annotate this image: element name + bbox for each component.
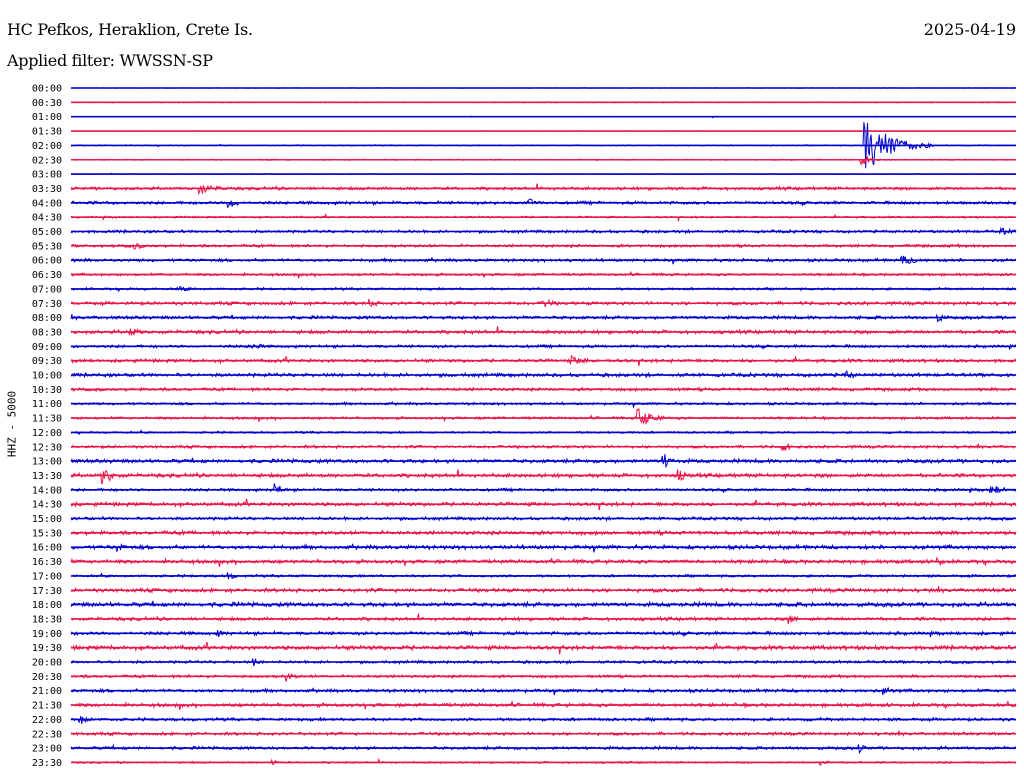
time-tick-label: 16:30 xyxy=(32,557,62,568)
time-tick-label: 00:00 xyxy=(32,84,62,95)
time-tick-label: 04:00 xyxy=(32,198,62,209)
time-tick-label: 15:00 xyxy=(32,514,62,525)
time-tick-label: 04:30 xyxy=(32,213,62,224)
time-tick-label: 02:30 xyxy=(32,155,62,166)
time-tick-label: 18:00 xyxy=(32,600,62,611)
time-tick-label: 21:00 xyxy=(32,686,62,697)
time-tick-label: 20:00 xyxy=(32,658,62,669)
time-tick-label: 03:00 xyxy=(32,170,62,181)
trace-line xyxy=(71,242,1017,250)
time-tick-label: 19:30 xyxy=(32,643,62,654)
time-tick-label: 10:00 xyxy=(32,371,62,382)
time-tick-label: 01:00 xyxy=(32,112,62,123)
time-tick-label: 14:00 xyxy=(32,485,62,496)
time-tick-label: 23:00 xyxy=(32,744,62,755)
time-tick-label: 08:30 xyxy=(32,327,62,338)
time-tick-label: 13:30 xyxy=(32,471,62,482)
time-tick-label: 22:00 xyxy=(32,715,62,726)
time-tick-label: 20:30 xyxy=(32,672,62,683)
time-tick-label: 02:00 xyxy=(32,141,62,152)
time-tick-label: 06:30 xyxy=(32,270,62,281)
time-tick-label: 12:00 xyxy=(32,428,62,439)
time-tick-label: 05:30 xyxy=(32,241,62,252)
time-tick-label: 10:30 xyxy=(32,385,62,396)
time-tick-label: 21:30 xyxy=(32,701,62,712)
time-tick-label: 11:00 xyxy=(32,399,62,410)
trace-line xyxy=(71,298,1017,308)
trace-line xyxy=(70,326,1017,337)
time-tick-label: 00:30 xyxy=(32,98,62,109)
time-tick-label: 13:00 xyxy=(32,457,62,468)
trace-line xyxy=(70,407,1017,425)
trace-line xyxy=(70,543,1017,553)
time-tick-label: 16:00 xyxy=(32,543,62,554)
time-tick-label: 09:30 xyxy=(32,356,62,367)
time-tick-label: 22:30 xyxy=(32,729,62,740)
time-tick-label: 09:00 xyxy=(32,342,62,353)
time-tick-label: 07:00 xyxy=(32,284,62,295)
trace-line xyxy=(70,469,1017,485)
trace-line xyxy=(70,673,1017,682)
time-tick-label: 08:00 xyxy=(32,313,62,324)
trace-line xyxy=(70,483,1017,494)
time-tick-label: 06:00 xyxy=(32,256,62,267)
time-tick-label: 19:00 xyxy=(32,629,62,640)
time-tick-label: 07:30 xyxy=(32,299,62,310)
time-tick-label: 11:30 xyxy=(32,414,62,425)
station-title: HC Pefkos, Heraklion, Crete Is. xyxy=(7,20,253,39)
time-tick-label: 18:30 xyxy=(32,614,62,625)
time-tick-label: 17:30 xyxy=(32,586,62,597)
filter-label: Applied filter: WWSSN-SP xyxy=(7,51,213,70)
record-date: 2025-04-19 xyxy=(923,20,1016,39)
trace-line xyxy=(70,586,1017,595)
time-tick-label: 17:00 xyxy=(32,571,62,582)
time-tick-label: 14:30 xyxy=(32,500,62,511)
time-tick-label: 05:00 xyxy=(32,227,62,238)
time-tick-label: 23:30 xyxy=(32,758,62,769)
time-tick-label: 01:30 xyxy=(32,127,62,138)
time-tick-label: 12:30 xyxy=(32,442,62,453)
time-tick-label: 03:30 xyxy=(32,184,62,195)
time-tick-label: 15:30 xyxy=(32,528,62,539)
